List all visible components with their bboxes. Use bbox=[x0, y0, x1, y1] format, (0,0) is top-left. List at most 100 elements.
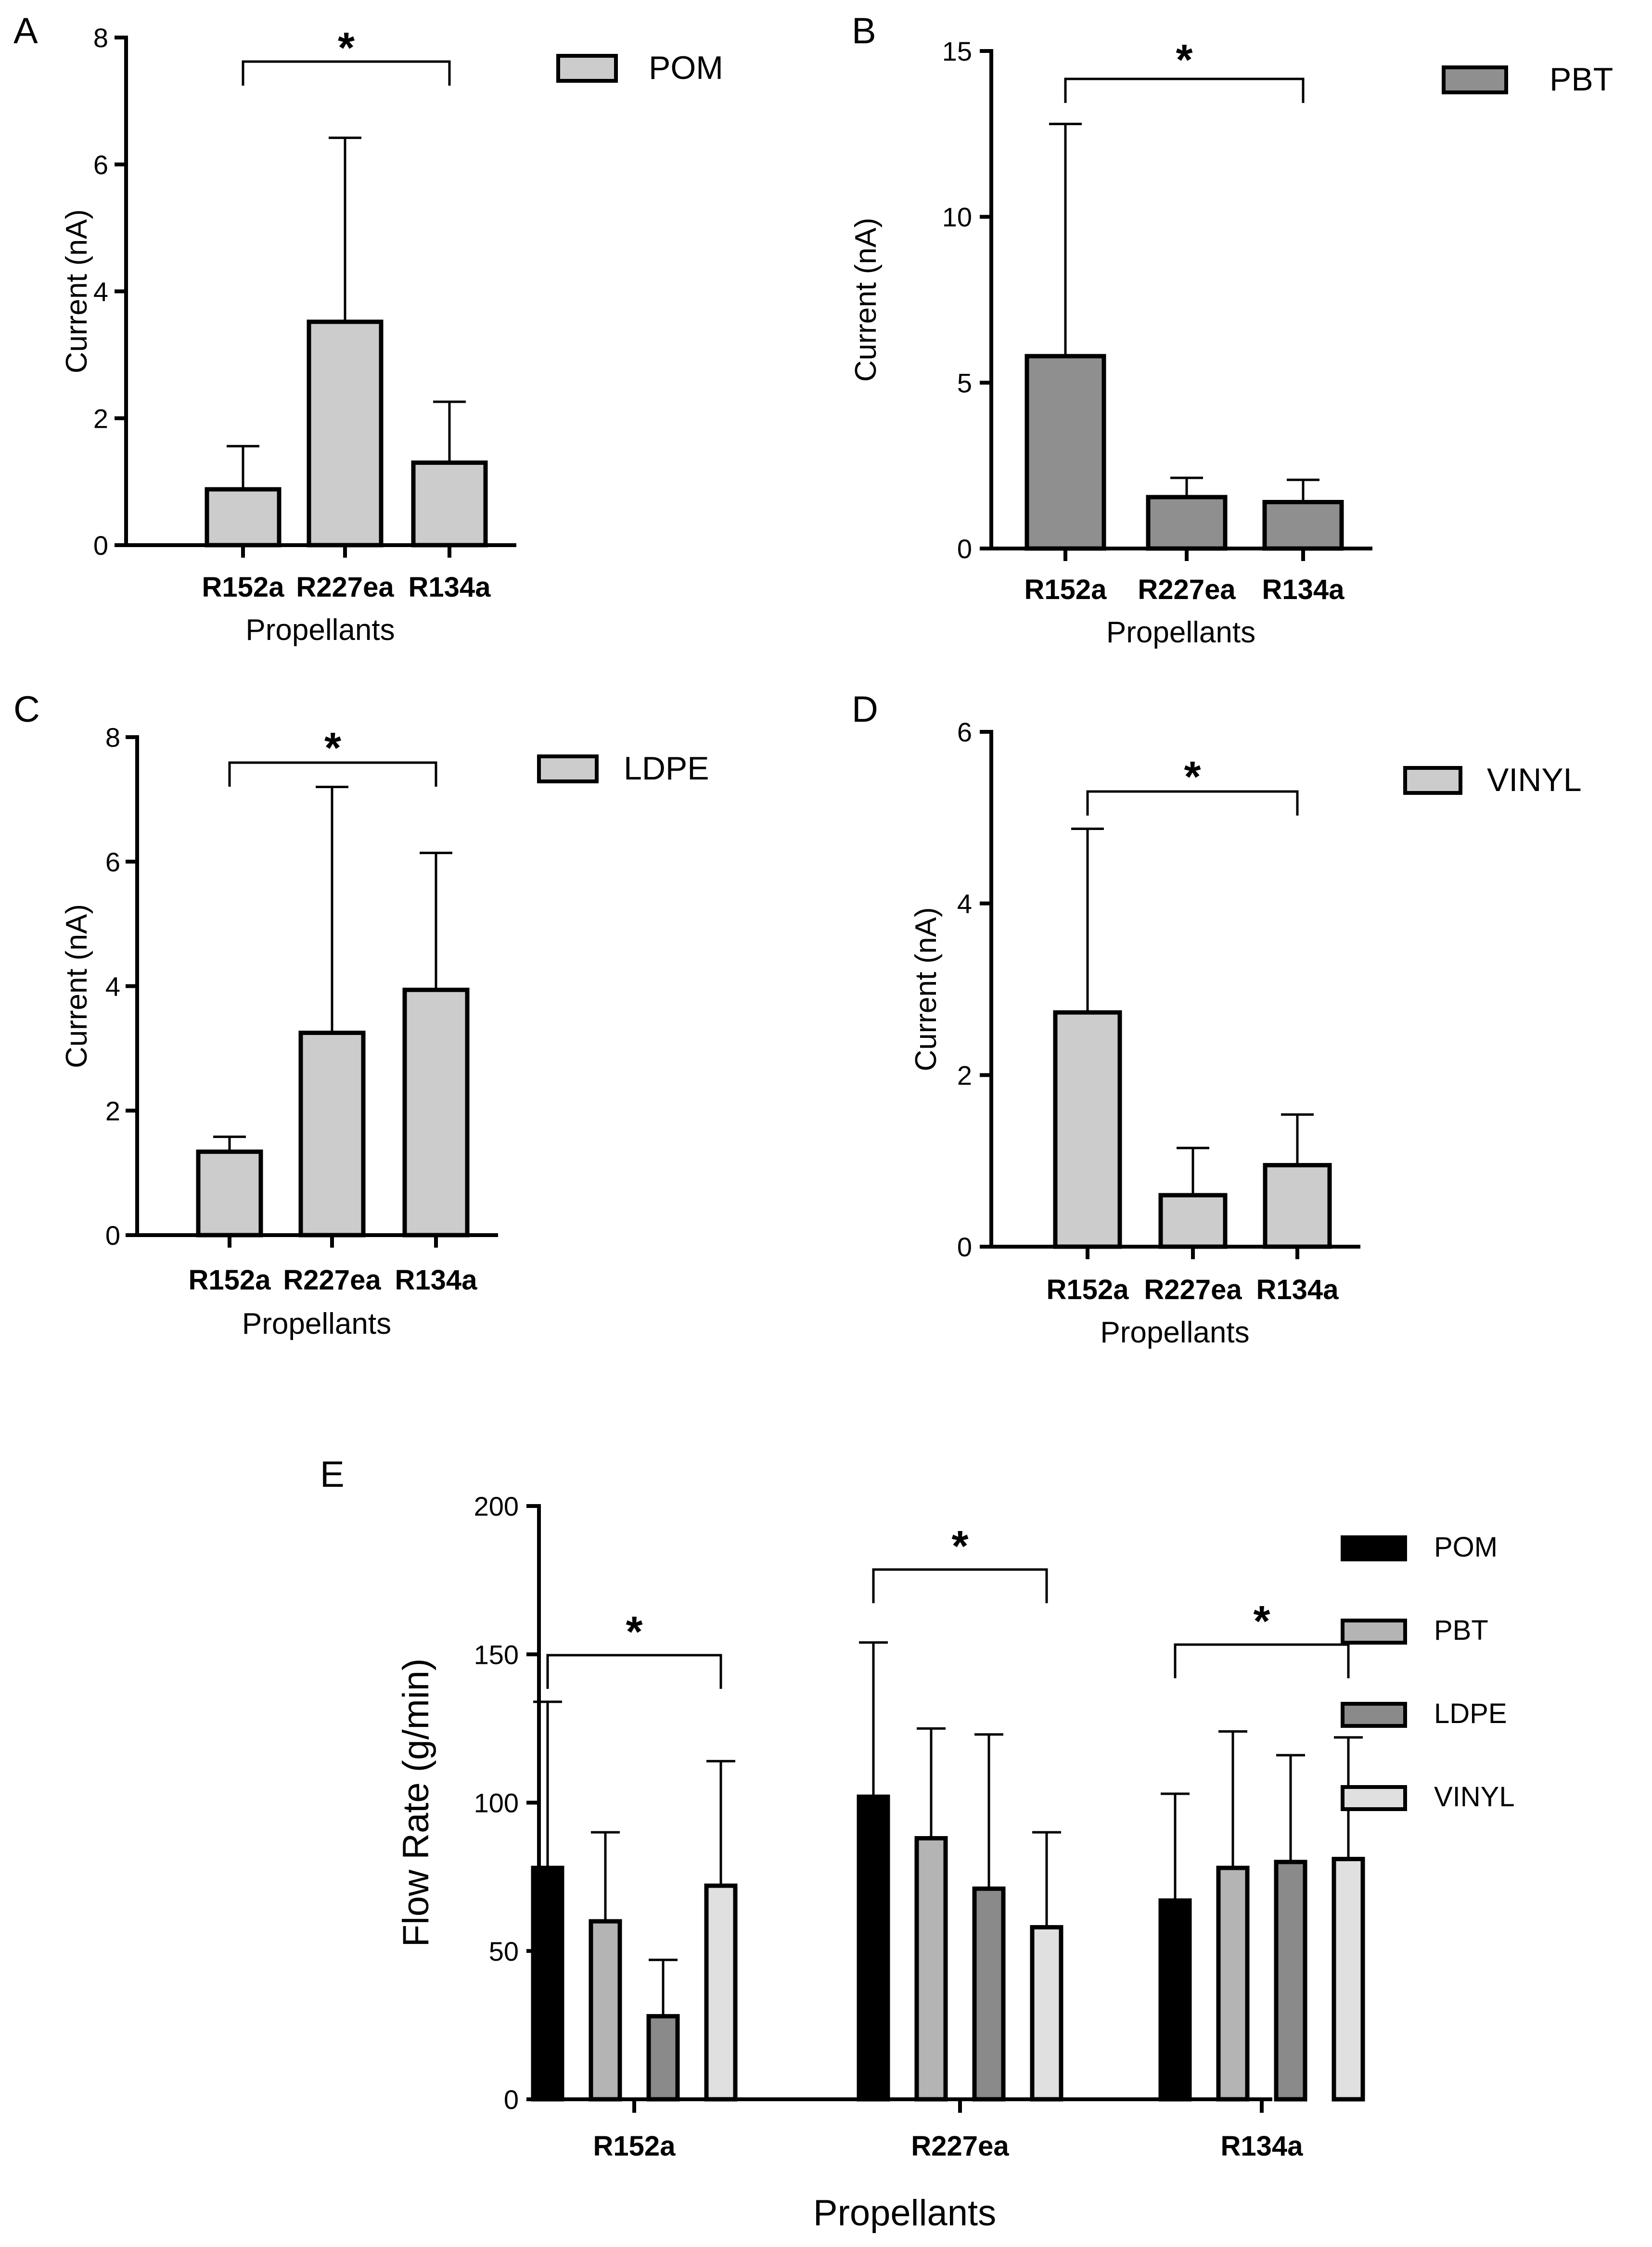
legend-label-pbt: PBT bbox=[1550, 61, 1613, 98]
significance-bracket bbox=[1064, 77, 1305, 103]
x-tick-label-r134a: R134a bbox=[409, 572, 491, 603]
y-tick-label: 150 bbox=[474, 1639, 519, 1670]
legend-swatch-pom bbox=[556, 54, 618, 83]
bar-r152a bbox=[1053, 1010, 1122, 1249]
y-axis-title: Current (nA) bbox=[60, 904, 93, 1068]
significance-bracket bbox=[546, 1654, 722, 1689]
bar-r152a-pbt bbox=[589, 1919, 622, 2102]
bar-r134a-pbt bbox=[1216, 1865, 1250, 2102]
y-tick-label: 8 bbox=[105, 722, 120, 753]
significance-star: * bbox=[1253, 1597, 1270, 1646]
significance-bracket bbox=[242, 60, 451, 86]
y-tick-label: 2 bbox=[93, 403, 108, 434]
y-axis-title: Current (nA) bbox=[60, 209, 93, 373]
bar-r152a-pom bbox=[531, 1865, 564, 2102]
y-tick-label: 15 bbox=[942, 36, 972, 66]
x-axis-title: Propellants bbox=[245, 613, 395, 647]
panel-letter: B bbox=[852, 11, 876, 51]
significance-star: * bbox=[1176, 36, 1192, 84]
legend-label-vinyl: VINYL bbox=[1434, 1781, 1515, 1813]
x-tick-label-r134a: R134a bbox=[1221, 2131, 1304, 2162]
x-axis-title: Propellants bbox=[813, 2193, 996, 2234]
y-tick-label: 100 bbox=[474, 1788, 519, 1818]
bar-r227ea bbox=[1158, 1193, 1228, 1249]
y-tick-label: 4 bbox=[93, 277, 108, 307]
x-axis-title: Propellants bbox=[242, 1307, 391, 1341]
x-tick-label-r227ea: R227ea bbox=[296, 572, 394, 603]
legend-swatch-pom bbox=[1341, 1535, 1407, 1561]
legend-swatch-pbt bbox=[1442, 65, 1508, 94]
legend-swatch-ldpe bbox=[537, 754, 599, 783]
bar-r134a-pom bbox=[1158, 1898, 1192, 2102]
significance-star: * bbox=[324, 724, 341, 772]
bar-r227ea bbox=[1146, 495, 1228, 551]
y-tick-label: 50 bbox=[489, 1936, 519, 1966]
x-tick-label-r227ea: R227ea bbox=[1138, 574, 1236, 605]
x-axis-title: Propellants bbox=[1106, 616, 1255, 649]
legend-swatch-vinyl bbox=[1341, 1785, 1407, 1811]
y-axis-title: Current (nA) bbox=[849, 217, 883, 382]
y-axis-title: Flow Rate (g/min) bbox=[396, 1659, 436, 1947]
bar-r152a bbox=[205, 487, 282, 548]
y-tick-label: 0 bbox=[504, 2084, 519, 2115]
bar-r227ea-pbt bbox=[914, 1836, 948, 2102]
y-tick-label: 0 bbox=[93, 530, 108, 561]
bar-r227ea-ldpe bbox=[972, 1886, 1006, 2102]
bar-r134a bbox=[1262, 499, 1344, 551]
x-tick-label-r134a: R134a bbox=[1256, 1274, 1339, 1305]
legend-label-pbt: PBT bbox=[1434, 1615, 1488, 1646]
bar-r227ea-vinyl bbox=[1030, 1925, 1063, 2102]
y-tick-label: 200 bbox=[474, 1491, 519, 1521]
x-tick-label-r227ea: R227ea bbox=[911, 2131, 1009, 2162]
y-tick-label: 8 bbox=[93, 23, 108, 53]
significance-star: * bbox=[1184, 753, 1201, 801]
bar-r227ea-pom bbox=[857, 1794, 890, 2102]
bar-r152a-ldpe bbox=[646, 2014, 680, 2102]
y-tick-label: 10 bbox=[942, 202, 972, 232]
significance-bracket bbox=[1174, 1643, 1350, 1678]
y-tick-label: 6 bbox=[105, 847, 120, 877]
bar-r152a bbox=[1024, 354, 1106, 551]
y-tick-label: 6 bbox=[957, 717, 972, 747]
legend-swatch-ldpe bbox=[1341, 1702, 1407, 1728]
y-tick-label: 2 bbox=[957, 1060, 972, 1090]
significance-star: * bbox=[626, 1608, 642, 1656]
y-tick-label: 0 bbox=[957, 534, 972, 564]
x-tick-label-r152a: R152a bbox=[1047, 1274, 1129, 1305]
significance-star: * bbox=[338, 24, 355, 72]
y-tick-label: 4 bbox=[105, 971, 120, 1002]
x-tick-label-r152a: R152a bbox=[593, 2131, 676, 2162]
y-tick-label: 6 bbox=[93, 150, 108, 180]
x-tick-label-r227ea: R227ea bbox=[1144, 1274, 1242, 1305]
panel-letter: A bbox=[13, 11, 38, 51]
bar-r134a bbox=[402, 987, 470, 1238]
y-axis-title: Current (nA) bbox=[909, 907, 943, 1071]
bar-r227ea bbox=[298, 1031, 366, 1238]
bar-r152a bbox=[196, 1149, 263, 1238]
y-tick-label: 0 bbox=[105, 1220, 120, 1251]
bar-r152a-vinyl bbox=[704, 1883, 738, 2102]
legend-label-ldpe: LDPE bbox=[1434, 1698, 1507, 1729]
x-tick-label-r227ea: R227ea bbox=[283, 1264, 381, 1296]
y-tick-label: 5 bbox=[957, 368, 972, 398]
legend-label-pom: POM bbox=[649, 50, 723, 86]
bar-r134a-ldpe bbox=[1274, 1860, 1307, 2102]
bar-r134a bbox=[411, 460, 488, 548]
legend-swatch-pbt bbox=[1341, 1619, 1407, 1645]
panel-letter: D bbox=[852, 689, 878, 730]
legend-label-vinyl: VINYL bbox=[1487, 762, 1582, 798]
panel-a: A 0 2 4 6 8 R152a R227ea R134a Propellants Current… bbox=[13, 11, 723, 647]
bar-r134a-vinyl bbox=[1332, 1857, 1365, 2102]
x-tick-label-r152a: R152a bbox=[202, 572, 285, 603]
x-tick-label-r134a: R134a bbox=[1262, 574, 1345, 605]
y-tick-label: 2 bbox=[105, 1096, 120, 1126]
legend-label-ldpe: LDPE bbox=[624, 750, 709, 787]
bar-r227ea bbox=[307, 319, 384, 548]
legend-label-pom: POM bbox=[1434, 1532, 1498, 1563]
significance-bracket bbox=[1086, 790, 1299, 816]
x-tick-label-r134a: R134a bbox=[395, 1264, 478, 1296]
